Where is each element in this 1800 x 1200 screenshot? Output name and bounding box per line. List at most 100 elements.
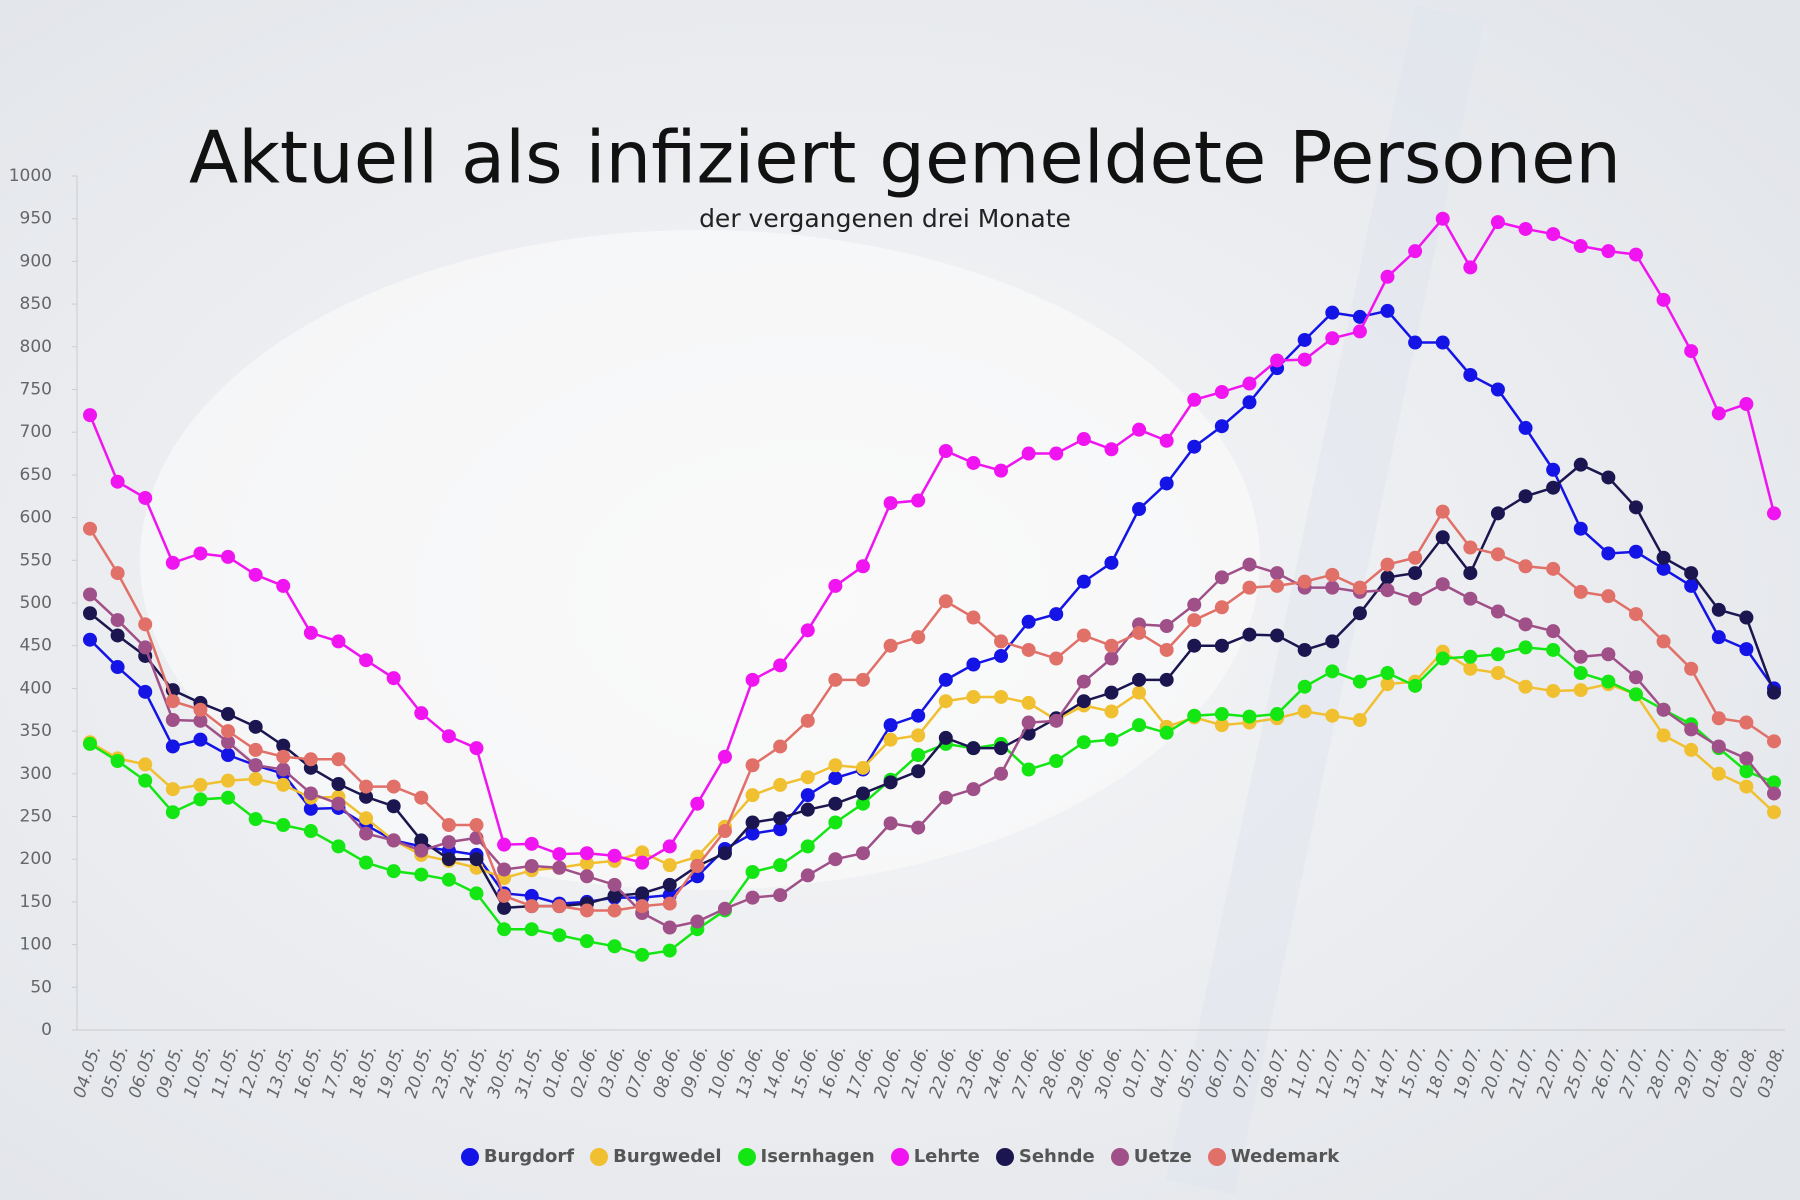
data-point xyxy=(1104,555,1119,570)
data-point xyxy=(1711,602,1726,617)
data-point xyxy=(579,869,594,884)
data-point xyxy=(1104,651,1119,666)
y-tick-label: 800 xyxy=(20,337,52,357)
data-point xyxy=(83,606,97,621)
data-point xyxy=(221,773,236,788)
data-point xyxy=(1739,764,1754,779)
data-point xyxy=(1049,651,1064,666)
data-point xyxy=(800,868,815,883)
data-point xyxy=(1214,570,1229,585)
data-point xyxy=(303,786,318,801)
data-point xyxy=(1132,422,1147,437)
data-point xyxy=(828,852,843,867)
data-point xyxy=(386,799,401,814)
data-point xyxy=(1490,604,1505,619)
data-point xyxy=(441,872,456,887)
data-point xyxy=(1573,457,1588,472)
data-point xyxy=(635,886,650,901)
data-point xyxy=(1187,597,1202,612)
data-point xyxy=(1711,406,1726,421)
data-point xyxy=(800,788,815,803)
data-point xyxy=(1297,352,1312,367)
data-point xyxy=(497,888,512,903)
data-point xyxy=(1739,779,1754,794)
data-point xyxy=(1767,506,1781,521)
data-point xyxy=(138,773,153,788)
data-point xyxy=(1463,367,1478,382)
y-tick-label: 850 xyxy=(20,294,52,314)
data-point xyxy=(552,847,567,862)
data-point xyxy=(1767,775,1781,790)
data-point xyxy=(165,739,180,754)
legend-item: Lehrte xyxy=(890,1146,980,1167)
data-point xyxy=(83,736,97,751)
legend-item: Isernhagen xyxy=(737,1146,875,1167)
data-point xyxy=(1546,683,1561,698)
data-point xyxy=(1380,666,1395,681)
data-point xyxy=(1325,580,1340,595)
y-tick-label: 450 xyxy=(20,636,52,656)
data-point xyxy=(1739,642,1754,657)
data-point xyxy=(1435,577,1450,592)
legend-item: Burgdorf xyxy=(460,1146,575,1167)
data-point xyxy=(1518,640,1533,655)
data-point xyxy=(1711,766,1726,781)
data-point xyxy=(1684,344,1699,359)
data-point xyxy=(662,858,677,873)
data-point xyxy=(1573,666,1588,681)
data-point xyxy=(1242,580,1257,595)
data-point xyxy=(1408,244,1423,259)
data-point xyxy=(1490,382,1505,397)
data-point xyxy=(773,888,788,903)
data-point xyxy=(1049,607,1064,622)
legend-label: Burgdorf xyxy=(483,1146,575,1167)
data-point xyxy=(745,758,760,773)
data-point xyxy=(414,843,429,858)
data-point xyxy=(662,943,677,958)
data-point xyxy=(1601,470,1616,485)
data-point xyxy=(1573,683,1588,698)
data-point xyxy=(938,730,953,745)
data-point xyxy=(1325,634,1340,649)
legend-label: Wedemark xyxy=(1230,1146,1340,1167)
data-point xyxy=(1546,227,1561,242)
chart-subtitle: der vergangenen drei Monate xyxy=(699,204,1071,233)
data-point xyxy=(165,805,180,820)
data-point xyxy=(1352,712,1367,727)
data-point xyxy=(193,546,208,561)
data-point xyxy=(414,790,429,805)
data-point xyxy=(165,694,180,709)
data-point xyxy=(497,900,512,915)
data-point xyxy=(110,753,125,768)
data-point xyxy=(1380,269,1395,284)
data-point xyxy=(83,632,97,647)
data-point xyxy=(1767,786,1781,801)
data-point xyxy=(359,855,374,870)
data-point xyxy=(1159,619,1174,634)
data-point xyxy=(773,811,788,826)
data-point xyxy=(331,839,346,854)
data-point xyxy=(276,578,291,593)
data-point xyxy=(1601,589,1616,604)
data-point xyxy=(1049,753,1064,768)
data-point xyxy=(138,684,153,699)
data-point xyxy=(1490,506,1505,521)
data-point xyxy=(138,490,153,505)
data-point xyxy=(1656,702,1671,717)
data-point xyxy=(855,796,870,811)
data-point xyxy=(828,758,843,773)
data-point xyxy=(524,922,539,937)
data-point xyxy=(83,587,97,602)
data-point xyxy=(1325,664,1340,679)
data-point xyxy=(1352,309,1367,324)
data-point xyxy=(635,855,650,870)
data-point xyxy=(1739,715,1754,730)
data-point xyxy=(1573,584,1588,599)
data-point xyxy=(193,732,208,747)
data-point xyxy=(165,782,180,797)
data-point xyxy=(1628,500,1643,515)
data-point xyxy=(745,890,760,905)
data-point xyxy=(745,865,760,880)
data-point xyxy=(469,741,484,756)
data-point xyxy=(165,712,180,727)
